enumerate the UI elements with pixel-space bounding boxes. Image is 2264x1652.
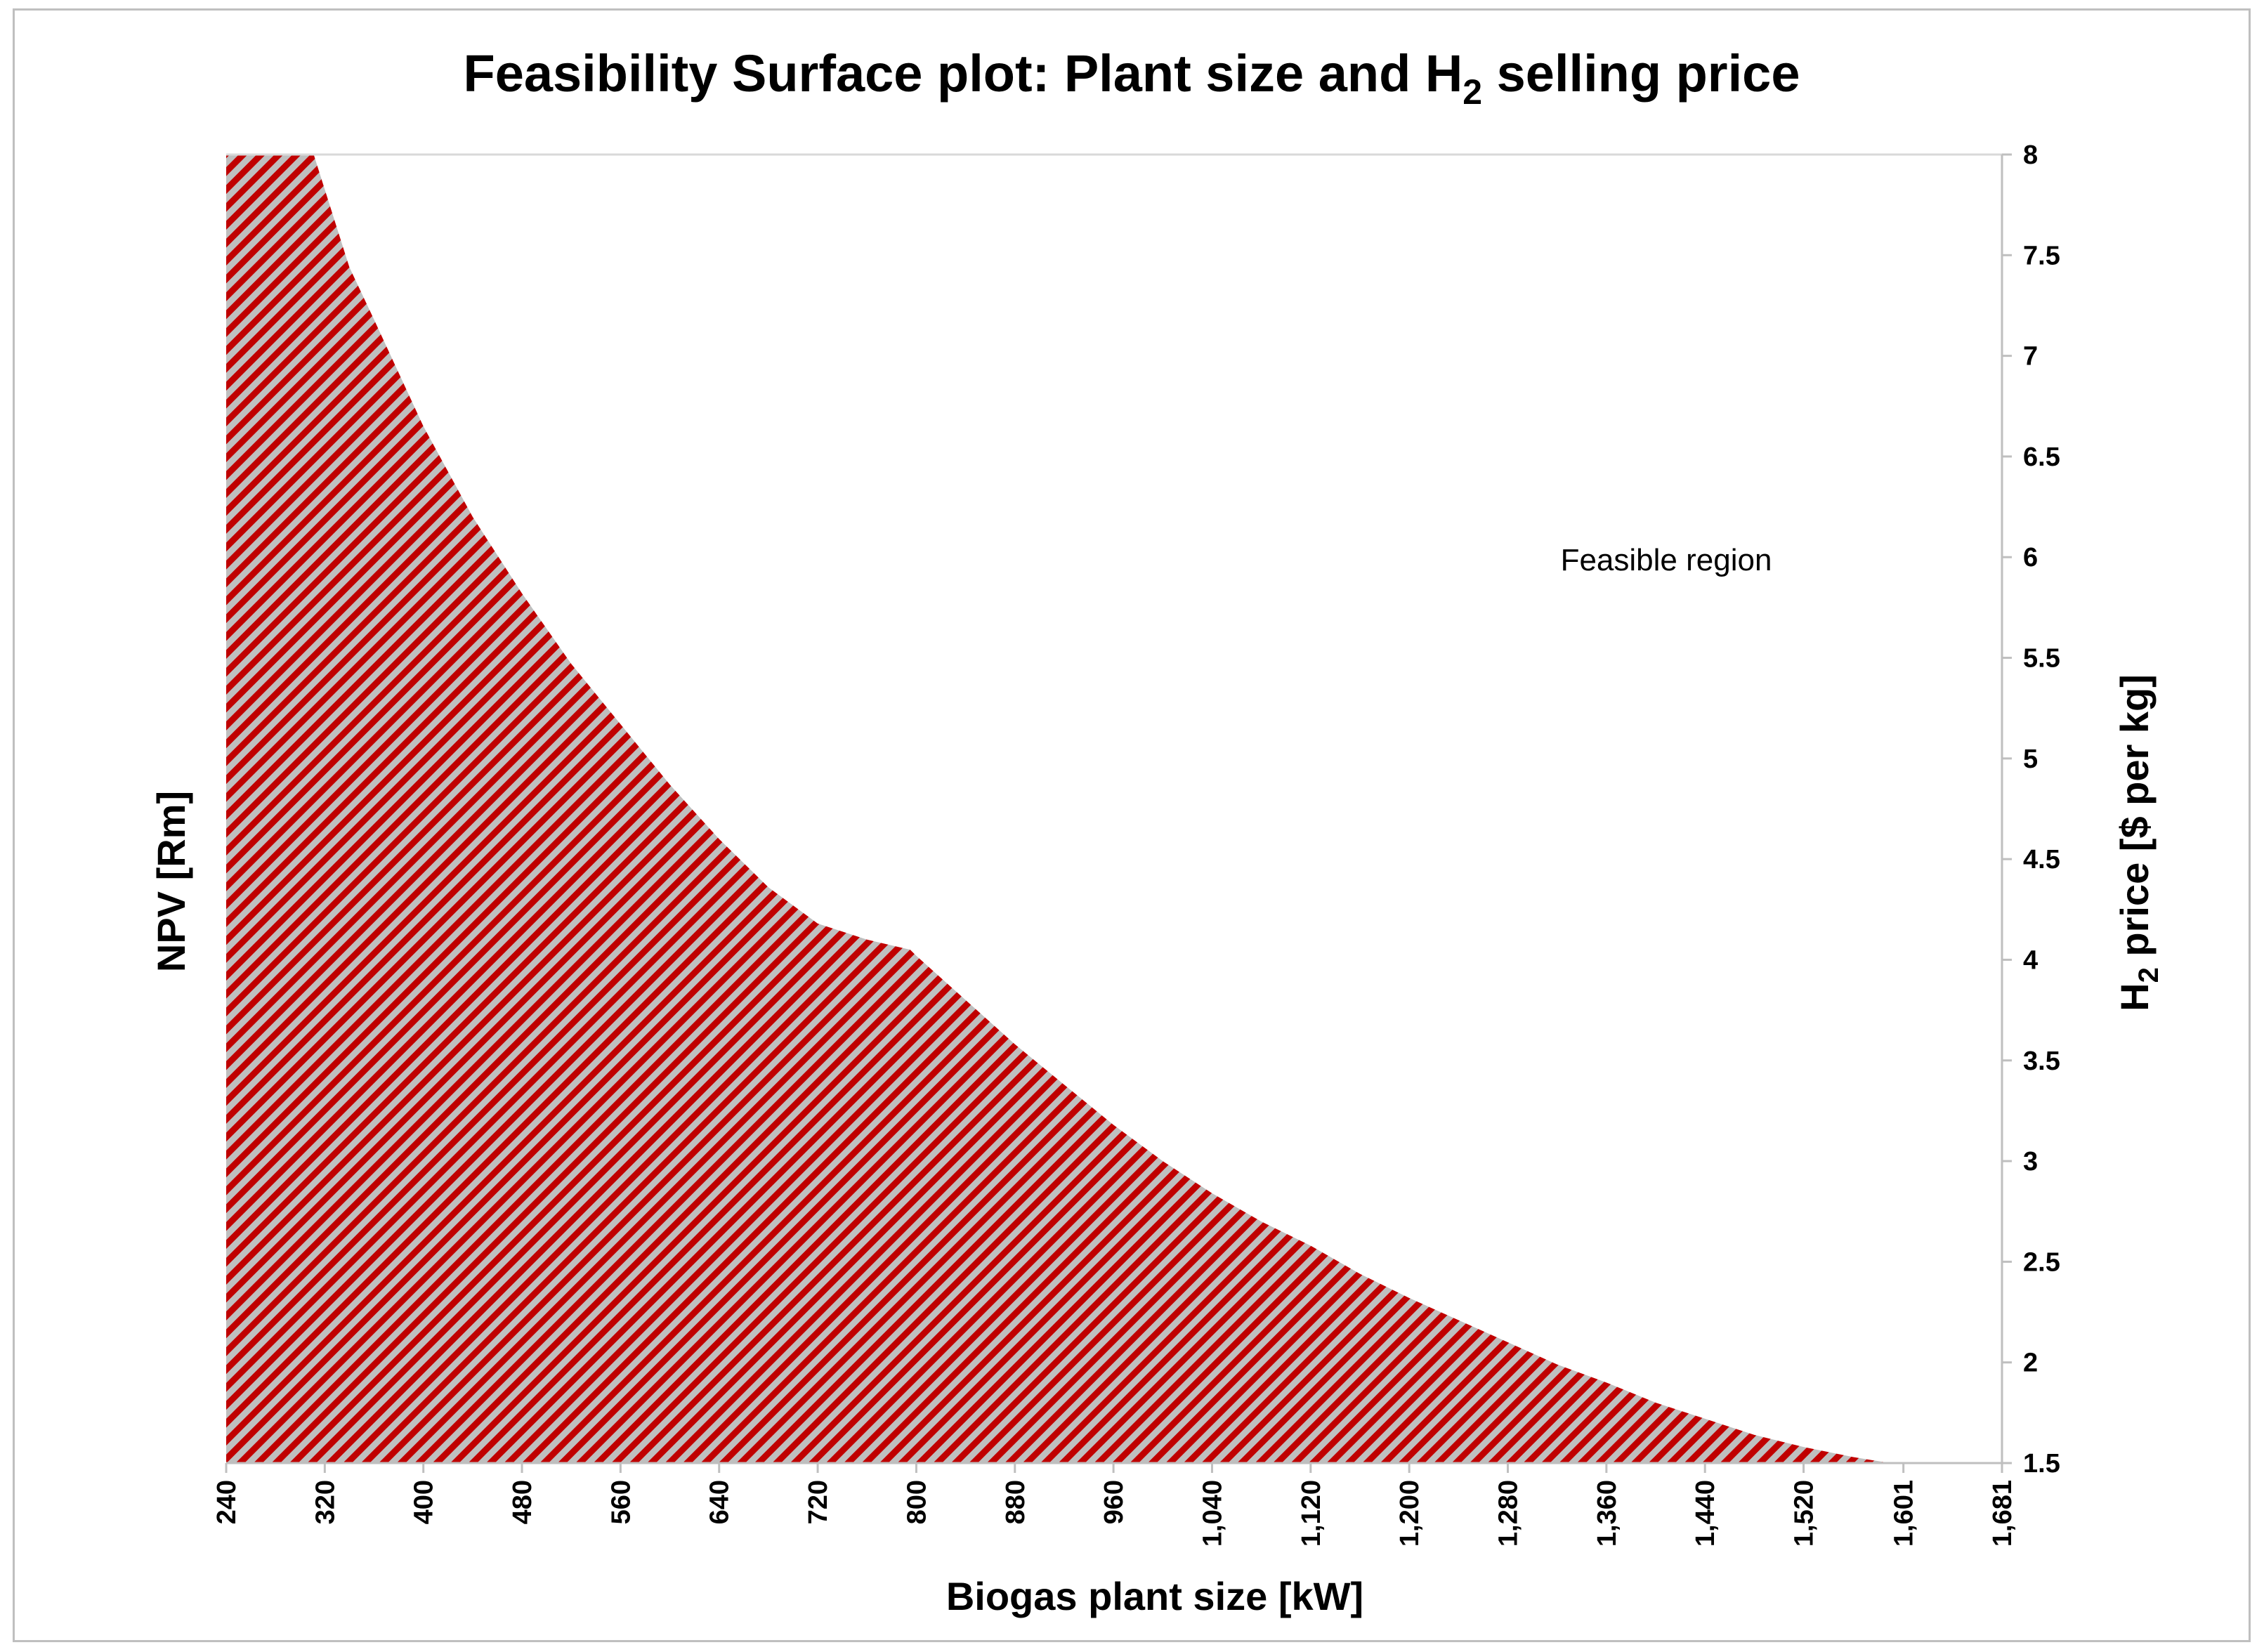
x-tick-label: 240 [212,1480,242,1524]
y-tick-label: 4 [2023,945,2038,975]
left-y-axis-title: NPV [Rm] [149,791,193,972]
x-tick-label: 1,681 [1988,1480,2017,1547]
right-y-axis-title: H2 price [$ per kg] [2112,674,2164,1011]
x-tick-label: 640 [705,1480,735,1524]
x-tick-label: 480 [508,1480,537,1524]
x-tick-label: 320 [310,1480,340,1524]
y-tick-label: 5 [2023,745,2038,774]
x-tick-label: 800 [902,1480,931,1524]
x-tick-label: 400 [410,1480,439,1524]
x-tick-label: 1,440 [1691,1480,1720,1547]
feasibility-area [226,155,1890,1463]
x-tick-label: 1,120 [1297,1480,1326,1547]
x-tick-label: 960 [1099,1480,1129,1524]
right-y-axis-title-suffix: price [$ per kg] [2112,674,2157,967]
chart-title-suffix: selling price [1482,44,1800,103]
x-tick-label: 560 [606,1480,636,1524]
y-tick-label: 3.5 [2023,1047,2060,1076]
plot-area [226,155,1890,1463]
y-tick-label: 5.5 [2023,644,2060,674]
x-axis-title: Biogas plant size [kW] [946,1574,1363,1618]
y-tick-label: 4.5 [2023,845,2060,874]
y-tick-label: 6.5 [2023,442,2060,472]
y-axis-ticks: 1.5 2 2.5 3 3.5 4 4.5 5 5.5 6 6.5 7 7.5 8 [2002,140,2060,1479]
y-tick-label: 7 [2023,342,2038,372]
x-tick-label: 1,360 [1592,1480,1622,1547]
y-tick-label: 3 [2023,1147,2038,1176]
x-tick-label: 880 [1001,1480,1030,1524]
chart-title-subscript: 2 [1463,72,1482,112]
x-axis-ticks: 240 320 400 480 560 640 720 800 880 960 1,040 1,120… [212,1463,2017,1547]
y-tick-label: 2 [2023,1349,2038,1378]
y-tick-label: 2.5 [2023,1247,2060,1277]
right-y-axis-title-main: H [2112,983,2157,1011]
y-tick-label: 1.5 [2023,1449,2060,1479]
x-tick-label: 1,200 [1395,1480,1425,1547]
x-tick-label: 720 [804,1480,833,1524]
x-tick-label: 1,040 [1198,1480,1227,1547]
y-tick-label: 7.5 [2023,241,2060,270]
chart-title: Feasibility Surface plot: Plant size and… [464,44,1800,112]
y-tick-label: 8 [2023,140,2038,170]
y-tick-label: 6 [2023,543,2038,572]
feasible-region-annotation: Feasible region [1561,543,1772,577]
chart-title-main: Feasibility Surface plot: Plant size and… [464,44,1463,103]
right-y-axis-title-subscript: 2 [2133,967,2164,983]
x-tick-label: 1,280 [1494,1480,1524,1547]
x-tick-label: 1,520 [1790,1480,1819,1547]
x-tick-label: 1,601 [1890,1480,1919,1547]
